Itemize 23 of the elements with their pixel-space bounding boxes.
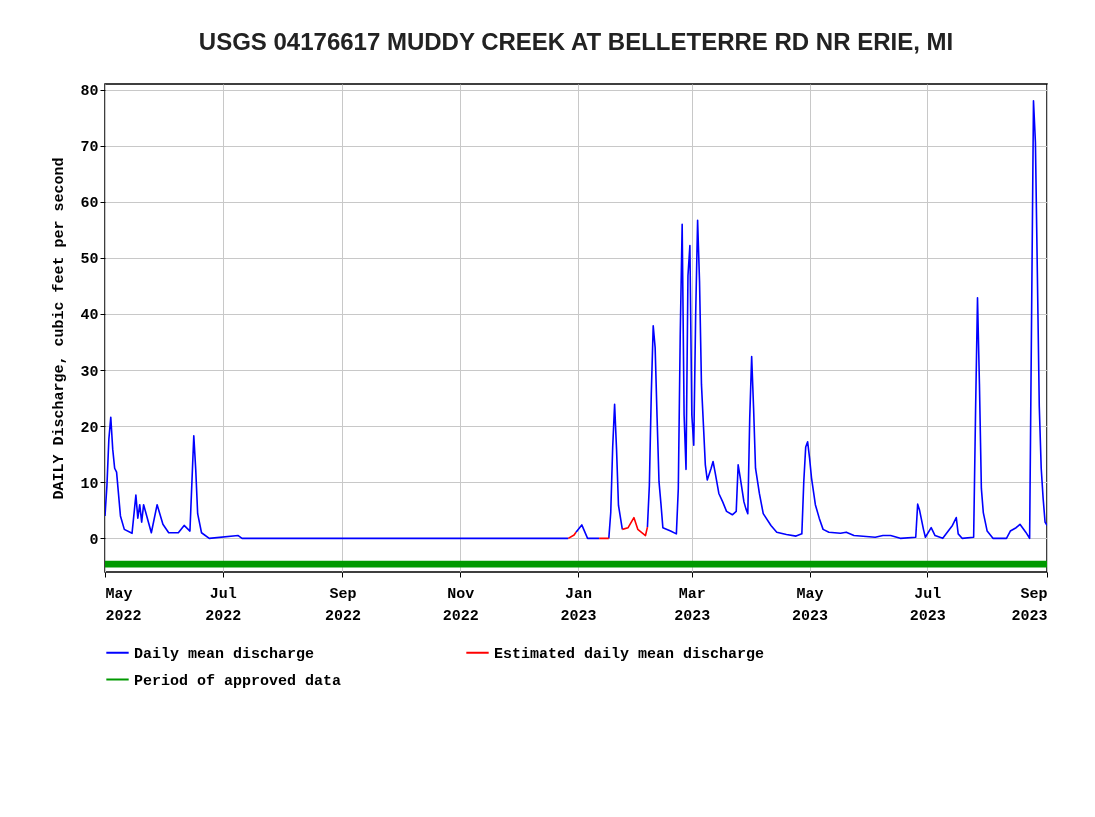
legend-label: Period of approved data	[134, 672, 342, 690]
x-tick-label: Nov 2022	[442, 585, 479, 625]
x-tick-label: Jul 2022	[205, 585, 242, 625]
x-tick-label: May 2023	[792, 585, 829, 625]
x-tick-label: Sep 2022	[324, 585, 361, 625]
x-tick-label: Jan 2023	[560, 585, 597, 625]
legend-label: Daily mean discharge	[134, 645, 315, 663]
x-tick-label: Sep 2023	[1011, 585, 1048, 625]
y-tick-label: 40	[80, 307, 99, 325]
x-tick-label: Jul 2023	[909, 585, 946, 625]
y-tick-label: 10	[80, 475, 99, 493]
y-tick-label: 0	[89, 531, 99, 549]
y-tick-label: 20	[80, 419, 99, 437]
x-tick-label: May 2022	[105, 585, 142, 625]
legend-label: Estimated daily mean discharge	[494, 645, 765, 663]
y-tick-label: 70	[80, 139, 99, 157]
y-tick-label: 50	[80, 251, 99, 269]
y-tick-label: 30	[80, 363, 99, 381]
chart-title: USGS 04176617 MUDDY CREEK AT BELLETERRE RD NR ERIE, MI	[198, 27, 954, 55]
y-axis-title: DAILY Discharge, cubic feet per second	[51, 157, 69, 500]
y-tick-label: 60	[80, 195, 99, 213]
y-tick-label: 80	[80, 83, 99, 101]
x-tick-label: Mar 2023	[674, 585, 711, 625]
